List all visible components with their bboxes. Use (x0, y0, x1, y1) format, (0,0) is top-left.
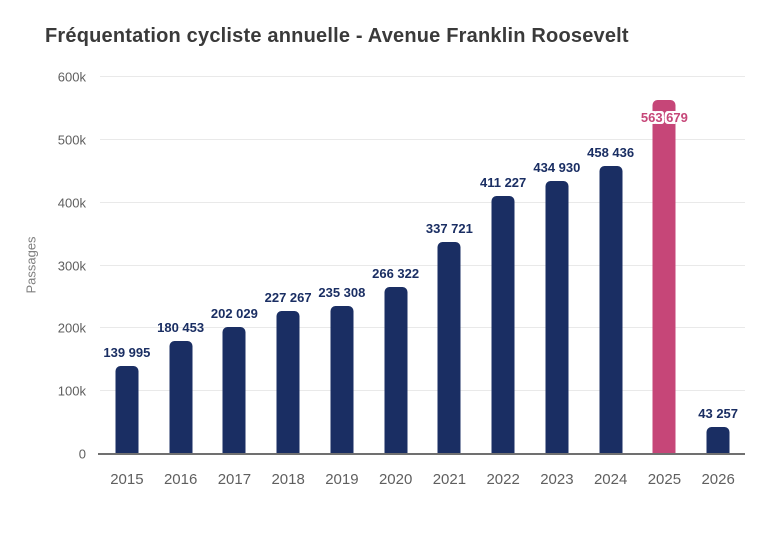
bar-2022[interactable] (491, 195, 515, 454)
x-tick-label-2017: 2017 (217, 471, 252, 488)
gridline-500k (100, 138, 745, 140)
bar-2025[interactable] (652, 99, 676, 454)
bar-2015[interactable] (115, 366, 139, 454)
y-tick-label-300k: 300k (57, 258, 86, 273)
x-tick-label-2015: 2015 (110, 471, 144, 488)
x-tick-label-2025: 2025 (647, 471, 682, 488)
value-label-2023: 434 930 (533, 159, 581, 175)
value-label-2016: 180 453 (157, 319, 205, 335)
y-tick-label-200k: 200k (57, 320, 86, 336)
x-tick-label-2020: 2020 (378, 471, 413, 488)
x-tick-label-2019: 2019 (325, 471, 359, 488)
gridline-100k (100, 390, 745, 392)
bar-band-2026: 43 257 (691, 77, 745, 454)
bars-container: 139 995 180 453 202 029 227 267 235 308 266 3… (100, 77, 745, 454)
x-tick-label-2018: 2018 (271, 471, 305, 488)
bar-2020[interactable] (384, 286, 408, 454)
y-tick-label-400k: 400k (57, 195, 86, 211)
value-label-2025: 563 679 (640, 109, 688, 125)
bar-2026[interactable] (706, 426, 730, 454)
bar-2024[interactable] (599, 165, 623, 454)
x-tick-label-2023: 2023 (540, 471, 574, 488)
y-tick-label-600k: 600k (57, 69, 86, 85)
bar-2023[interactable] (545, 180, 569, 454)
x-tick-label-2024: 2024 (593, 471, 628, 488)
x-axis-line (98, 453, 745, 455)
value-label-2022: 411 227 (479, 174, 527, 190)
x-axis-labels: 2015 2016 2017 2018 2019 2020 2021 2022 2023 2024… (100, 471, 745, 489)
gridline-200k (100, 327, 745, 329)
bar-band-2015: 139 995 (100, 77, 154, 454)
bar-band-2021: 337 721 (423, 77, 477, 454)
bar-band-2024: 458 436 (584, 77, 638, 454)
value-label-2019: 235 308 (318, 285, 366, 301)
y-axis-tick-labels: 0 100k 200k 300k 400k 500k 600k (0, 71, 86, 461)
bar-band-2017: 202 029 (208, 77, 262, 454)
gridline-400k (100, 201, 745, 203)
bar-2017[interactable] (222, 327, 246, 454)
bar-2018[interactable] (276, 311, 300, 454)
bar-band-2023: 434 930 (530, 77, 584, 454)
x-tick-label-2016: 2016 (163, 471, 198, 488)
x-tick-label-2021: 2021 (432, 471, 467, 488)
bar-band-2022: 411 227 (476, 77, 530, 454)
value-label-2026: 43 257 (698, 405, 739, 421)
y-tick-label-500k: 500k (57, 132, 86, 148)
bar-2021[interactable] (437, 241, 461, 454)
value-label-2020: 266 322 (372, 265, 420, 281)
y-tick-label-0: 0 (78, 446, 86, 462)
bar-2016[interactable] (169, 340, 193, 454)
x-tick-label-2022: 2022 (486, 471, 520, 488)
bar-band-2018: 227 267 (261, 77, 315, 454)
x-tick-label-2026: 2026 (701, 471, 735, 488)
y-tick-label-100k: 100k (57, 383, 86, 399)
bar-band-2025: 563 679 (638, 77, 692, 454)
gridline-300k (100, 264, 745, 266)
value-label-2015: 139 995 (103, 345, 151, 361)
bar-band-2016: 180 453 (154, 77, 208, 454)
value-label-2018: 227 267 (264, 290, 312, 306)
value-label-2017: 202 029 (210, 306, 258, 322)
bar-band-2019: 235 308 (315, 77, 369, 454)
bar-2019[interactable] (330, 306, 354, 454)
bar-band-2020: 266 322 (369, 77, 423, 454)
value-label-2021: 337 721 (425, 220, 473, 236)
gridline-600k (100, 76, 745, 77)
chart-title: Fréquentation cycliste annuelle - Avenue… (45, 25, 629, 47)
plot-area: 139 995 180 453 202 029 227 267 235 308 266 3… (98, 76, 745, 455)
value-label-2024: 458 436 (587, 144, 635, 160)
